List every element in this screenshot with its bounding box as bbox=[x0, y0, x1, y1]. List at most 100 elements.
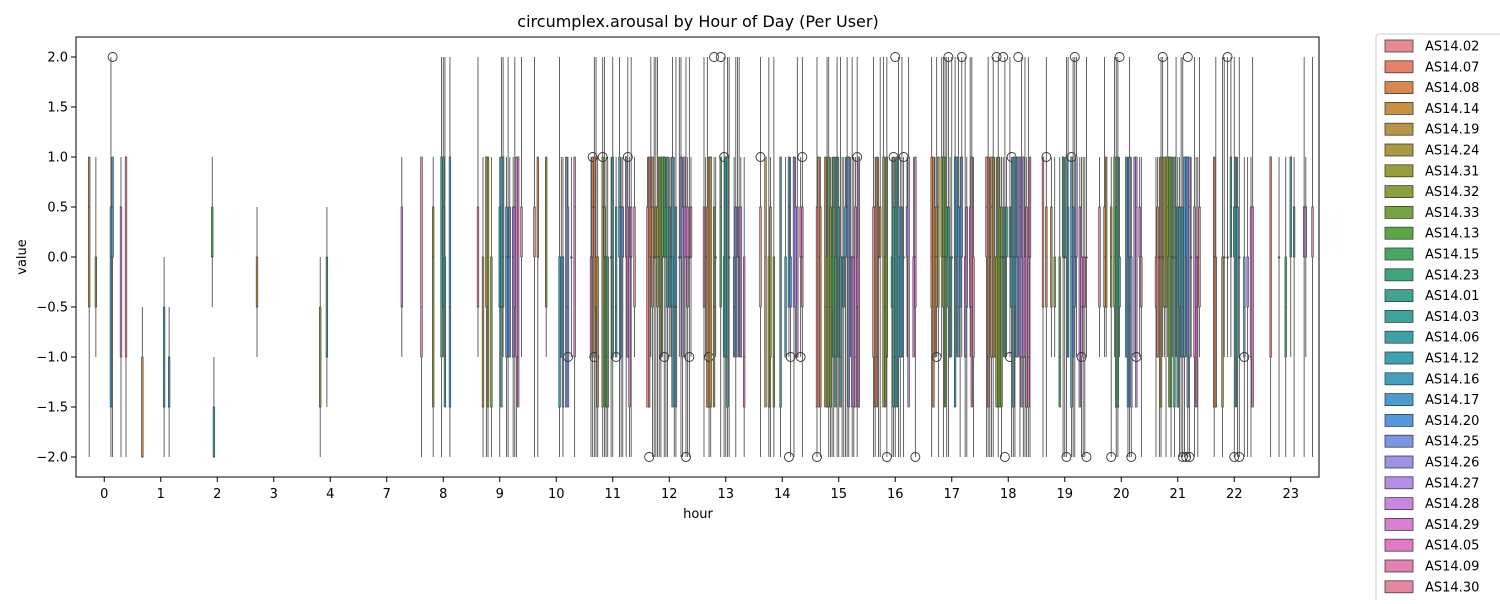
legend-swatch bbox=[1384, 497, 1414, 511]
box-body bbox=[162, 306, 166, 408]
box-AS14.07-hour-21 bbox=[1156, 157, 1159, 358]
box-body bbox=[1195, 256, 1198, 408]
box-outlier bbox=[1126, 452, 1137, 462]
legend-label: AS14.12 bbox=[1425, 352, 1479, 367]
box-body bbox=[109, 206, 113, 408]
box-body bbox=[1098, 206, 1101, 308]
box-outlier bbox=[1239, 352, 1250, 362]
box-AS14.02-hour-19 bbox=[1041, 156, 1045, 457]
box-AS14.05-hour-11 bbox=[630, 57, 633, 457]
box-AS14.09-hour-14 bbox=[797, 57, 808, 457]
legend-swatch bbox=[1384, 39, 1414, 53]
box-body bbox=[1246, 256, 1249, 308]
y-tick-label: −0.5 bbox=[36, 301, 68, 316]
box-body bbox=[628, 256, 631, 408]
x-tick-label: 18 bbox=[1000, 487, 1017, 502]
box-body bbox=[536, 156, 539, 258]
box-AS14.02-hour-9 bbox=[476, 57, 480, 357]
box-outlier bbox=[991, 52, 1002, 62]
box-AS14.23-hour-18 bbox=[999, 57, 1010, 462]
box-AS14.32-hour-11 bbox=[597, 57, 608, 457]
box-AS14.05-hour-12 bbox=[686, 157, 689, 457]
box-AS14.14-hour-3 bbox=[255, 207, 259, 357]
box-AS14.01-hour-17 bbox=[948, 157, 952, 358]
box-outlier bbox=[998, 52, 1009, 62]
box-body bbox=[960, 156, 963, 258]
box-outlier bbox=[1177, 452, 1188, 462]
box-body bbox=[1198, 206, 1201, 308]
box-AS14.05-hour-13 bbox=[743, 157, 746, 457]
box-AS14.14-hour-9 bbox=[481, 157, 485, 457]
box-AS14.17-hour-12 bbox=[674, 57, 678, 457]
box-outlier bbox=[881, 452, 892, 462]
box-AS14.33-hour-16 bbox=[881, 57, 892, 462]
y-tick-label: −1.0 bbox=[36, 351, 68, 366]
box-AS14.06-hour-15 bbox=[839, 57, 842, 408]
box-AS14.08-hour-16 bbox=[875, 156, 878, 408]
box-AS14.24-hour-19 bbox=[1050, 157, 1053, 357]
box-body bbox=[486, 156, 490, 408]
box-AS14.32-hour-8 bbox=[432, 157, 435, 457]
box-body bbox=[900, 206, 904, 358]
box-AS14.23-hour-15 bbox=[834, 157, 837, 408]
box-AS14.15-hour-2 bbox=[211, 157, 214, 307]
y-axis-label: value bbox=[15, 239, 30, 275]
x-tick-label: 22 bbox=[1226, 487, 1243, 502]
box-AS14.08-hour-10 bbox=[536, 156, 539, 457]
legend-label: AS14.32 bbox=[1425, 185, 1479, 200]
box-body bbox=[603, 206, 606, 258]
box-AS14.02-hour-11 bbox=[589, 157, 593, 457]
box-outlier bbox=[659, 352, 670, 362]
box-AS14.29-hour-11 bbox=[628, 157, 631, 457]
box-AS14.31-hour-22 bbox=[1221, 57, 1224, 457]
box-outlier bbox=[684, 352, 695, 362]
box-body bbox=[1304, 206, 1307, 258]
box-outlier bbox=[1222, 52, 1233, 62]
box-AS14.03-hour-8 bbox=[442, 57, 445, 357]
y-tick-label: 0.5 bbox=[47, 201, 68, 216]
legend-label: AS14.29 bbox=[1425, 518, 1479, 533]
box-AS14.20-hour-1 bbox=[167, 307, 171, 457]
box-body bbox=[987, 156, 990, 408]
box-body bbox=[119, 206, 123, 358]
box-AS14.12-hour-9 bbox=[501, 57, 505, 357]
box-AS14.05-hour-21 bbox=[1195, 157, 1198, 408]
box-AS14.26-hour-13 bbox=[736, 57, 739, 358]
legend-label: AS14.27 bbox=[1425, 476, 1479, 491]
box-AS14.08-hour-19 bbox=[1041, 57, 1052, 457]
box-AS14.17-hour-10 bbox=[561, 157, 565, 457]
legend-swatch bbox=[1384, 330, 1414, 344]
box-outlier bbox=[783, 452, 794, 462]
box-body bbox=[1105, 156, 1108, 308]
box-outlier bbox=[852, 152, 863, 162]
box-outlier bbox=[931, 352, 942, 362]
legend-swatch bbox=[1384, 122, 1414, 136]
box-body bbox=[443, 256, 447, 408]
box-body bbox=[1003, 206, 1007, 358]
box-outlier bbox=[943, 52, 954, 62]
legend-label: AS14.05 bbox=[1425, 539, 1479, 554]
box-AS14.17-hour-16 bbox=[900, 57, 904, 358]
box-AS14.32-hour-19 bbox=[1053, 157, 1056, 357]
box-body bbox=[533, 206, 536, 258]
box-body bbox=[211, 206, 214, 258]
x-tick-label: 14 bbox=[774, 487, 791, 502]
box-body bbox=[857, 156, 860, 408]
box-body bbox=[709, 156, 712, 408]
box-AS14.28-hour-17 bbox=[965, 157, 968, 457]
box-AS14.31-hour-23 bbox=[1277, 157, 1281, 457]
box-AS14.07-hour-18 bbox=[987, 57, 990, 457]
box-body bbox=[734, 206, 737, 258]
legend-label: AS14.17 bbox=[1425, 393, 1479, 408]
box-AS14.08-hour-22 bbox=[1214, 57, 1217, 408]
legend-label: AS14.28 bbox=[1425, 497, 1479, 512]
box-AS14.13-hour-21 bbox=[1169, 156, 1173, 457]
x-tick-label: 12 bbox=[661, 487, 678, 502]
legend-swatch bbox=[1384, 185, 1414, 199]
box-body bbox=[953, 156, 957, 408]
box-body bbox=[1214, 256, 1217, 408]
box-body bbox=[432, 206, 435, 408]
box-body bbox=[875, 156, 878, 408]
box-AS14.28-hour-11 bbox=[622, 57, 633, 358]
